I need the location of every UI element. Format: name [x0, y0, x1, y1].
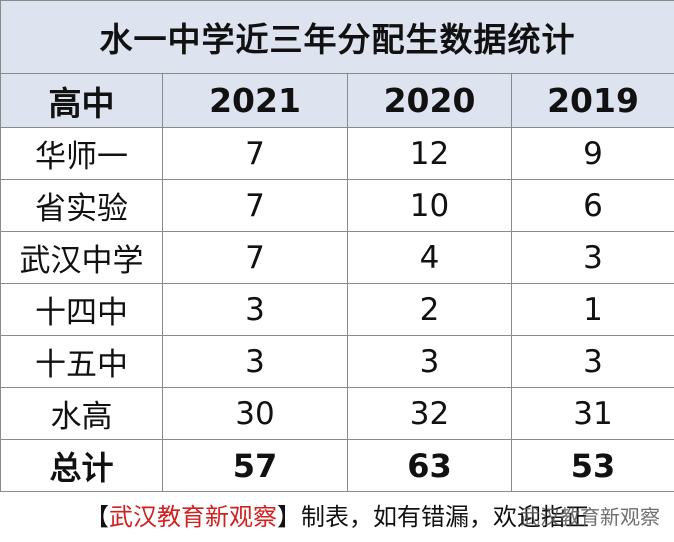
footer-bracket-open: 【	[85, 503, 109, 531]
value-2020: 32	[347, 387, 512, 440]
value-2019: 31	[511, 387, 674, 440]
footer-credit-watermark: 武汉教育新观察	[520, 505, 660, 529]
table-row: 华师一 7 12 9	[0, 127, 674, 180]
value-2019: 6	[511, 179, 674, 232]
table-row: 武汉中学 7 4 3	[0, 231, 674, 284]
value-2019: 9	[511, 127, 674, 180]
table-title: 水一中学近三年分配生数据统计	[0, 0, 674, 74]
value-2021: 7	[162, 231, 348, 284]
school-name: 省实验	[0, 179, 163, 232]
total-2021: 57	[162, 439, 348, 492]
school-name: 武汉中学	[0, 231, 163, 284]
footer-brand: 武汉教育新观察	[109, 503, 277, 531]
value-2020: 10	[347, 179, 512, 232]
header-school: 高中	[0, 73, 163, 128]
table-row: 十五中 3 3 3	[0, 335, 674, 388]
footer-text: 制表，如有错漏，欢迎指正	[301, 503, 589, 531]
value-2021: 7	[162, 127, 348, 180]
value-2021: 7	[162, 179, 348, 232]
value-2020: 2	[347, 283, 512, 336]
total-row: 总计 57 63 53	[0, 439, 674, 492]
total-label: 总计	[0, 439, 163, 492]
value-2019: 3	[511, 335, 674, 388]
school-name: 十四中	[0, 283, 163, 336]
school-name: 华师一	[0, 127, 163, 180]
title-row: 水一中学近三年分配生数据统计	[0, 0, 674, 74]
table-row: 省实验 7 10 6	[0, 179, 674, 232]
table-row: 十四中 3 2 1	[0, 283, 674, 336]
header-2021: 2021	[162, 73, 348, 128]
school-name: 水高	[0, 387, 163, 440]
table-row: 水高 30 32 31	[0, 387, 674, 440]
value-2021: 3	[162, 335, 348, 388]
school-name: 十五中	[0, 335, 163, 388]
header-2020: 2020	[347, 73, 512, 128]
value-2020: 4	[347, 231, 512, 284]
value-2021: 3	[162, 283, 348, 336]
footer-note: 【武汉教育新观察】制表，如有错漏，欢迎指正 武汉教育新观察	[0, 491, 674, 542]
value-2019: 1	[511, 283, 674, 336]
allocation-stats-table: 水一中学近三年分配生数据统计 高中 2021 2020 2019 华师一 7 1…	[0, 0, 674, 492]
header-2019: 2019	[511, 73, 674, 128]
value-2021: 30	[162, 387, 348, 440]
value-2020: 12	[347, 127, 512, 180]
total-2019: 53	[511, 439, 674, 492]
footer-bracket-close: 】	[277, 503, 301, 531]
header-row: 高中 2021 2020 2019	[0, 73, 674, 128]
value-2020: 3	[347, 335, 512, 388]
total-2020: 63	[347, 439, 512, 492]
value-2019: 3	[511, 231, 674, 284]
